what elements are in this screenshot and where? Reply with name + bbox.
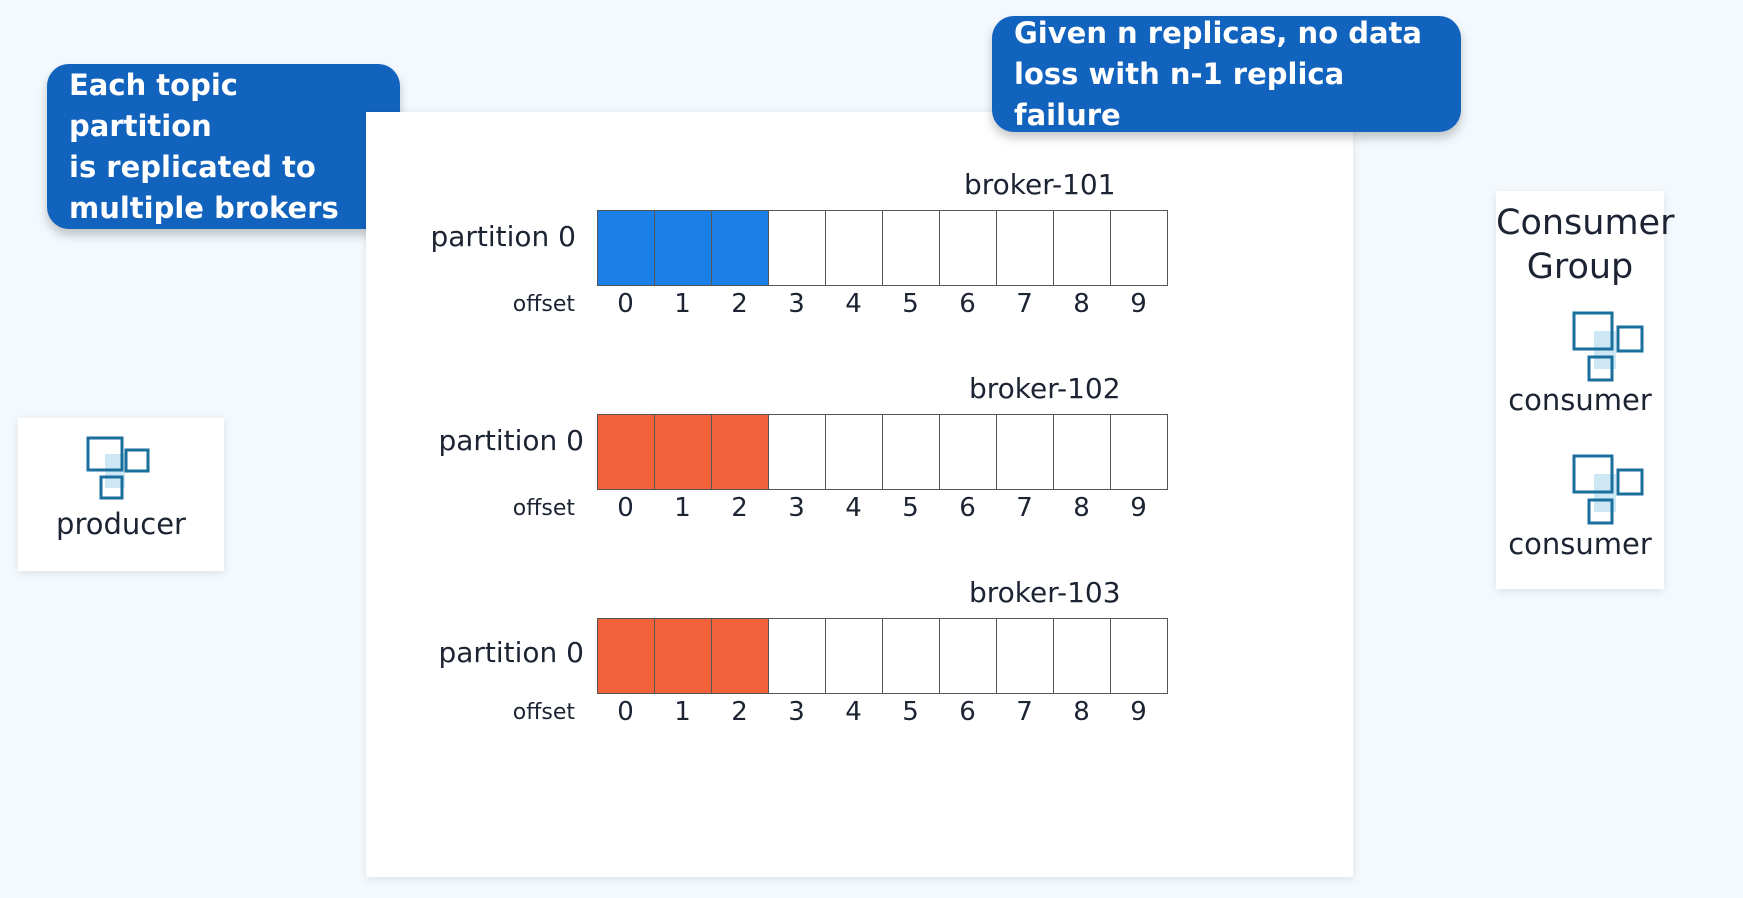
producer-node: producer [18,418,224,571]
log-cell [997,415,1054,489]
log-cell [826,211,883,285]
log-cell [1054,415,1111,489]
offset-number: 4 [845,289,862,319]
offset-number: 8 [1073,697,1090,727]
offset-number: 1 [674,289,691,319]
offset-numbers: 0 1 2 3 4 5 6 7 8 9 [597,493,1167,523]
offset-number: 3 [788,697,805,727]
offset-number: 1 [674,493,691,523]
offset-label: offset [512,700,575,725]
log-cell [712,619,769,693]
offset-number: 3 [788,289,805,319]
offset-number: 5 [902,493,919,523]
log-cell [883,619,940,693]
fault-tolerance-callout-text: Given n replicas, no data loss with n-1 … [1014,15,1422,132]
log-cell [598,619,655,693]
log-cell [769,619,826,693]
replication-callout: Each topic partition is replicated to mu… [47,64,400,229]
offset-number: 2 [731,697,748,727]
log-cell [655,619,712,693]
log-cell [883,415,940,489]
replication-callout-text: Each topic partition is replicated to mu… [69,67,339,225]
log-cell [997,619,1054,693]
offset-number: 0 [617,493,634,523]
offset-number: 9 [1130,493,1147,523]
log-cell [940,619,997,693]
offset-number: 8 [1073,493,1090,523]
log-cell [598,415,655,489]
offset-number: 6 [959,697,976,727]
offset-number: 6 [959,493,976,523]
offset-number: 4 [845,697,862,727]
offset-number: 6 [959,289,976,319]
log-cell [940,211,997,285]
offset-numbers: 0 1 2 3 4 5 6 7 8 9 [597,289,1167,319]
log-cell [655,211,712,285]
offset-number: 4 [845,493,862,523]
offset-number: 3 [788,493,805,523]
log-cell [883,211,940,285]
partition-label: partition 0 [430,220,576,253]
consumer-group: Consumer Group consumer consumer [1496,191,1675,589]
offset-number: 0 [617,697,634,727]
log-cell [997,211,1054,285]
log-cell [1054,211,1111,285]
consumer-label: consumer [1508,383,1652,417]
broker-name: broker-103 [969,576,1121,609]
partition-log [597,618,1168,694]
log-cell [826,415,883,489]
offset-number: 5 [902,697,919,727]
offset-number: 2 [731,289,748,319]
consumer-label: consumer [1508,527,1652,561]
consumer-node-icon [1572,454,1644,525]
partition-label: partition 0 [438,636,584,669]
broker-name: broker-102 [969,372,1121,405]
fault-tolerance-callout: Given n replicas, no data loss with n-1 … [992,16,1461,132]
log-cell [769,211,826,285]
log-cell [655,415,712,489]
log-cell [1111,211,1168,285]
offset-number: 9 [1130,697,1147,727]
log-cell [1111,619,1168,693]
consumer-node-icon [1572,311,1644,382]
producer-label: producer [56,507,186,541]
offset-number: 8 [1073,289,1090,319]
offset-numbers: 0 1 2 3 4 5 6 7 8 9 [597,697,1167,727]
producer-node-icon [86,436,150,500]
log-cell [598,211,655,285]
log-cell [1111,415,1168,489]
log-cell [826,619,883,693]
offset-number: 1 [674,697,691,727]
offset-number: 2 [731,493,748,523]
offset-number: 7 [1016,697,1033,727]
offset-number: 0 [617,289,634,319]
log-cell [940,415,997,489]
offset-number: 7 [1016,493,1033,523]
offset-label: offset [512,292,575,317]
consumer-group-title: Consumer Group [1496,203,1675,287]
partition-log [597,210,1168,286]
partition-log [597,414,1168,490]
offset-number: 7 [1016,289,1033,319]
offset-number: 5 [902,289,919,319]
offset-number: 9 [1130,289,1147,319]
log-cell [1054,619,1111,693]
log-cell [712,211,769,285]
kafka-cluster-panel: broker-101 partition 0 offset 0 1 2 3 4 5 6 7 8 9… [366,112,1353,877]
offset-label: offset [512,496,575,521]
partition-label: partition 0 [438,424,584,457]
log-cell [712,415,769,489]
broker-name: broker-101 [964,168,1116,201]
log-cell [769,415,826,489]
